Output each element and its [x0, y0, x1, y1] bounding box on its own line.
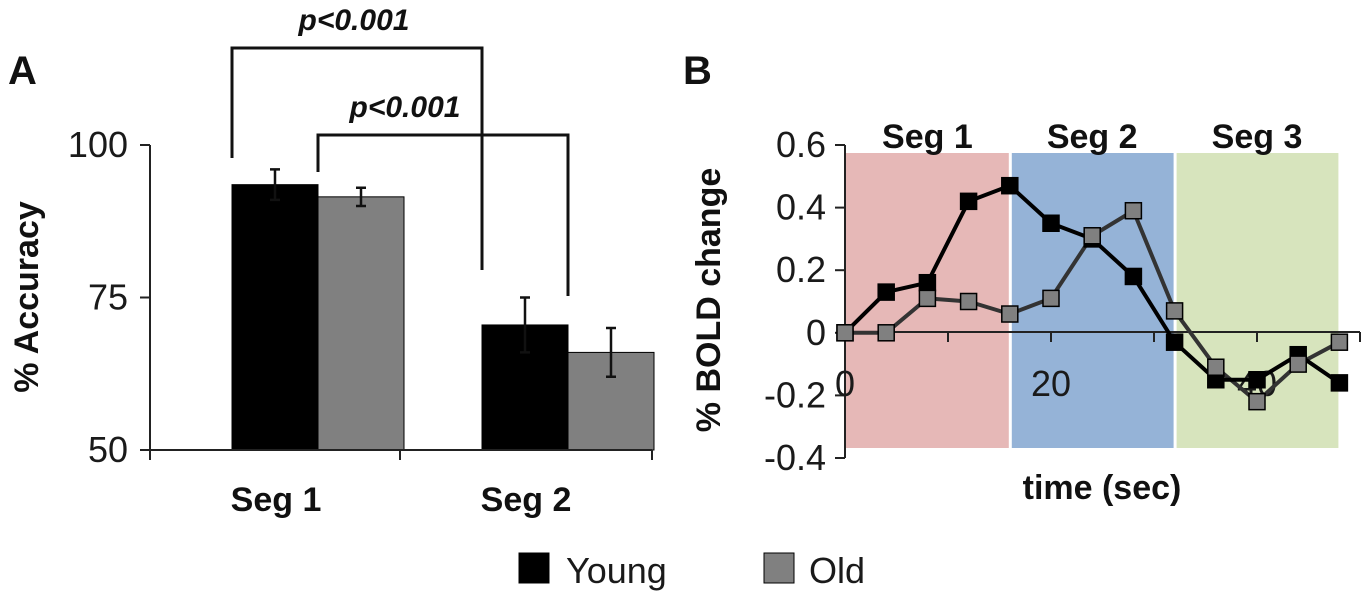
b-x-axis-label: time (sec) [1023, 469, 1182, 507]
legend-label-young: Young [566, 550, 667, 591]
a-y-tick-label: 100 [68, 124, 128, 165]
error-bar-old-seg2 [606, 326, 616, 379]
b-y-tick-label: 0.2 [776, 249, 826, 290]
b-y-axis-label: % BOLD change [690, 168, 728, 432]
point-young-10 [1248, 371, 1266, 389]
point-old-7 [1124, 201, 1143, 220]
legend-swatch-old [763, 552, 795, 584]
point-old-2 [918, 289, 937, 308]
b-y-tick-label: 0.6 [776, 124, 826, 165]
b-x-tick-label: 0 [835, 363, 855, 404]
panel-b-label: B [683, 49, 712, 93]
point-young-3 [959, 192, 978, 211]
a-x-tick-label: Seg 2 [481, 481, 572, 519]
point-old-12 [1330, 333, 1349, 351]
bar-old-seg1 [317, 196, 405, 451]
point-young-12 [1330, 374, 1349, 392]
error-bar-old-seg1 [356, 186, 366, 208]
b-y-tick-label: 0.4 [776, 187, 826, 228]
point-old-9 [1207, 358, 1225, 376]
point-old-11 [1289, 355, 1307, 373]
point-young-5 [1042, 214, 1060, 232]
point-old-10 [1248, 392, 1266, 411]
point-old-1 [877, 324, 895, 342]
point-young-4 [1001, 176, 1019, 195]
point-old-4 [1001, 305, 1019, 323]
b-y-tick-label: -0.2 [764, 374, 826, 415]
panel-a-label: A [8, 49, 37, 93]
point-young-1 [877, 283, 895, 301]
point-young-7 [1124, 267, 1143, 286]
a-y-tick-label: 75 [88, 277, 128, 318]
region-label: Seg 2 [1047, 118, 1138, 156]
error-bar-young-seg2 [520, 296, 530, 354]
p-value-annotation-1: p<0.001 [298, 4, 410, 37]
a-y-tick-label: 50 [88, 429, 128, 470]
legend-swatch-young [518, 552, 550, 584]
significance-bracket-seg1-seg2 [230, 46, 484, 270]
significance-bracket-old [316, 133, 570, 296]
error-bar-young-seg1 [270, 168, 280, 202]
point-old-0 [836, 324, 854, 342]
a-y-axis-label: % Accuracy [8, 201, 46, 393]
region-label: Seg 3 [1212, 118, 1303, 156]
b-y-tick-label: -0.4 [764, 437, 826, 478]
bar-young-seg1 [231, 184, 319, 451]
point-old-3 [959, 292, 978, 311]
b-y-tick-label: 0 [806, 312, 826, 353]
point-old-6 [1083, 227, 1101, 245]
legend-label-old: Old [809, 550, 865, 591]
point-old-8 [1165, 302, 1184, 320]
legend: Young Old [518, 550, 865, 591]
region-label: Seg 1 [882, 118, 973, 156]
p-value-annotation-2: p<0.001 [349, 91, 461, 124]
point-young-2 [918, 273, 937, 292]
a-x-tick-label: Seg 1 [231, 481, 322, 519]
panel-b: B Seg 1 Seg 2 Seg 3 -0.4-0.200.20.40.6 0 20… [683, 49, 1361, 507]
point-young-8 [1165, 333, 1184, 351]
b-x-tick-label: 20 [1031, 363, 1071, 404]
point-old-5 [1042, 289, 1060, 308]
